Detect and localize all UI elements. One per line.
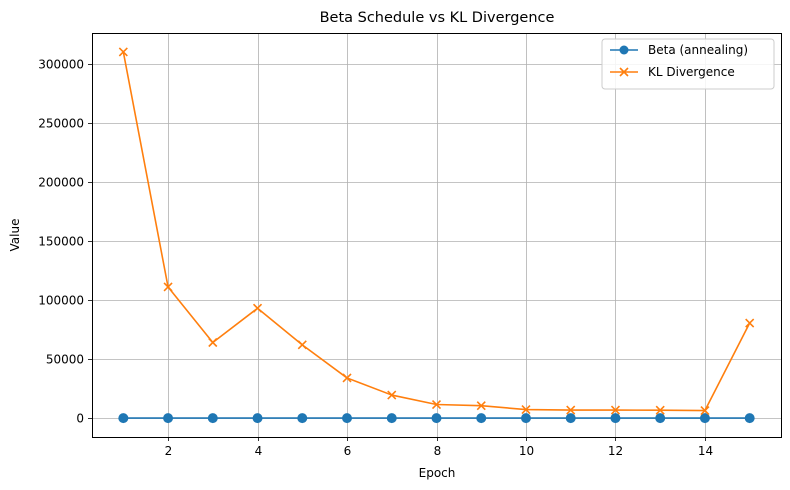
data-point bbox=[207, 413, 218, 424]
x-tick-label: 8 bbox=[434, 444, 442, 458]
y-tick-label: 300000 bbox=[38, 58, 84, 72]
data-point bbox=[744, 413, 755, 424]
data-point bbox=[610, 413, 621, 424]
data-point bbox=[431, 399, 442, 410]
series-kl-divergence bbox=[118, 47, 755, 416]
legend: Beta (annealing) KL Divergence bbox=[601, 38, 775, 90]
data-point bbox=[566, 405, 576, 415]
data-point bbox=[297, 413, 308, 424]
legend-box bbox=[601, 38, 775, 90]
y-tick-label: 150000 bbox=[38, 235, 84, 249]
data-point bbox=[565, 413, 576, 424]
legend-marker bbox=[619, 45, 629, 55]
data-point bbox=[431, 413, 442, 424]
data-point bbox=[297, 340, 307, 350]
data-point bbox=[342, 373, 352, 383]
y-tick-label: 100000 bbox=[38, 294, 84, 308]
data-point bbox=[163, 413, 174, 424]
series-layer bbox=[118, 47, 755, 424]
data-point bbox=[342, 413, 353, 424]
x-tick-label: 4 bbox=[255, 444, 263, 458]
legend-label: KL Divergence bbox=[648, 65, 735, 79]
chart-title: Beta Schedule vs KL Divergence bbox=[320, 10, 555, 26]
data-point bbox=[655, 405, 665, 415]
data-point bbox=[699, 413, 710, 424]
plot-frame bbox=[92, 33, 782, 438]
legend-entries: Beta (annealing) KL Divergence bbox=[610, 43, 748, 79]
data-point bbox=[476, 413, 487, 424]
x-tick-label: 6 bbox=[344, 444, 352, 458]
x-axis-title: Epoch bbox=[419, 466, 456, 480]
y-axis: 0 50000 100000 150000 200000 250000 300000 bbox=[38, 58, 92, 426]
y-tick-label: 0 bbox=[76, 412, 84, 426]
x-tick-label: 2 bbox=[165, 444, 173, 458]
data-point bbox=[610, 405, 621, 415]
data-point bbox=[252, 413, 263, 424]
data-point bbox=[745, 318, 755, 328]
y-tick-label: 200000 bbox=[38, 176, 84, 190]
data-point bbox=[118, 47, 128, 57]
y-axis-title: Value bbox=[8, 219, 22, 252]
data-point bbox=[521, 405, 531, 415]
data-point bbox=[386, 413, 397, 424]
data-point bbox=[700, 405, 710, 416]
data-point bbox=[252, 303, 263, 313]
data-point bbox=[118, 413, 129, 424]
data-point bbox=[655, 413, 666, 424]
data-point bbox=[476, 401, 486, 411]
series-beta-annealing bbox=[118, 413, 755, 424]
data-point bbox=[163, 282, 173, 292]
legend-label: Beta (annealing) bbox=[648, 43, 748, 57]
y-tick-label: 250000 bbox=[38, 117, 84, 131]
x-axis: 2 4 6 8 10 12 14 bbox=[165, 437, 713, 458]
x-tick-label: 12 bbox=[608, 444, 623, 458]
legend-marker bbox=[619, 67, 629, 77]
y-tick-label: 50000 bbox=[46, 353, 84, 367]
data-point bbox=[520, 413, 531, 424]
data-point bbox=[208, 337, 218, 348]
x-tick-label: 10 bbox=[519, 444, 534, 458]
data-point bbox=[387, 390, 397, 400]
x-tick-label: 14 bbox=[698, 444, 713, 458]
